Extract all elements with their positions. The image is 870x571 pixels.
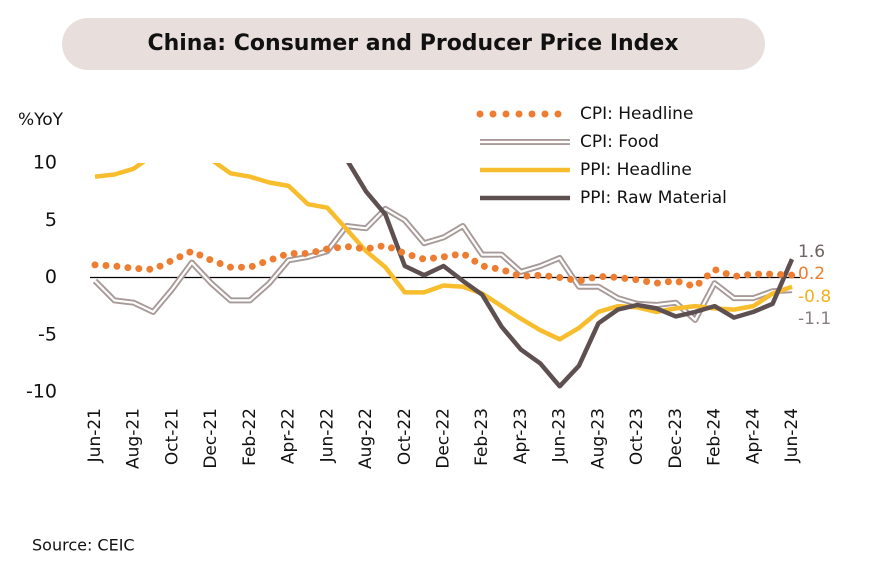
- x-tick-label: Apr-23: [511, 408, 531, 464]
- x-tick-label: Feb-22: [240, 408, 260, 466]
- x-tick-label: Oct-21: [162, 408, 182, 465]
- y-axis-label: %YoY: [18, 110, 64, 130]
- x-tick-label: Jun-22: [317, 408, 337, 463]
- legend-label: CPI: Headline: [580, 104, 693, 124]
- y-tick-label: 5: [45, 209, 57, 231]
- x-tick-label: Feb-23: [472, 408, 492, 466]
- x-tick-label: Aug-23: [588, 408, 608, 469]
- x-tick-label: Dec-21: [201, 408, 221, 469]
- chart-title: China: Consumer and Producer Price Index: [147, 31, 678, 56]
- legend-label: PPI: Headline: [580, 160, 692, 180]
- x-tick-label: Apr-22: [279, 408, 299, 464]
- end-label: 1.6: [798, 242, 825, 262]
- x-tick-label: Aug-22: [356, 408, 376, 469]
- y-tick-label: -5: [38, 323, 57, 345]
- x-tick-label: Apr-24: [743, 408, 763, 464]
- y-tick-label: 10: [33, 152, 57, 174]
- end-label: -1.1: [798, 309, 831, 329]
- x-tick-label: Dec-22: [434, 408, 454, 469]
- end-label: 0.2: [798, 264, 825, 284]
- series-line: [91, 241, 796, 291]
- x-tick-label: Aug-21: [124, 408, 144, 469]
- x-tick-label: Jun-21: [85, 408, 105, 463]
- y-tick-label: 0: [45, 266, 57, 288]
- x-tick-label: Dec-23: [666, 408, 686, 469]
- legend-label: PPI: Raw Material: [580, 188, 727, 208]
- series-line: [346, 163, 795, 389]
- y-tick-label: -10: [26, 381, 57, 403]
- source: Source: CEIC: [32, 536, 135, 555]
- x-tick-label: Oct-23: [627, 408, 647, 465]
- legend-label: CPI: Food: [580, 132, 659, 152]
- plot-area: [91, 163, 796, 389]
- title-pill: [62, 18, 765, 70]
- series-line-inner: [94, 207, 793, 321]
- x-tick-label: Jun-24: [782, 408, 802, 463]
- x-tick-label: Oct-22: [395, 408, 415, 465]
- end-label: -0.8: [798, 287, 831, 307]
- x-tick-label: Feb-24: [705, 408, 725, 466]
- x-tick-label: Jun-23: [550, 408, 570, 463]
- series-line: [94, 163, 793, 342]
